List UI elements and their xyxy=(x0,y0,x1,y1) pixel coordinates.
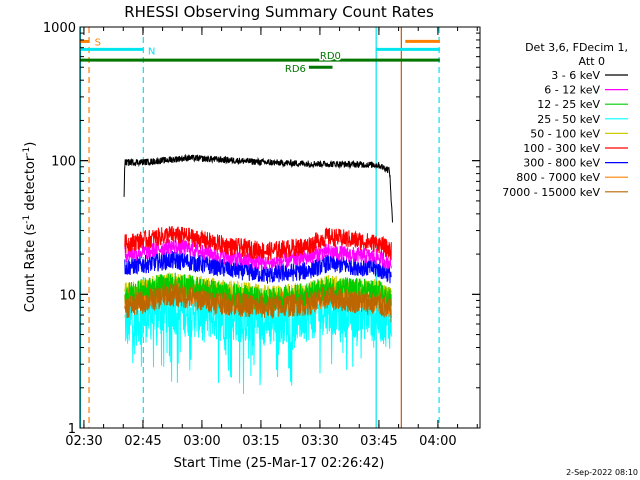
annotation-label-0: S xyxy=(95,37,101,48)
chart-title: RHESSI Observing Summary Count Rates xyxy=(124,3,434,21)
series-line-2 xyxy=(124,272,392,312)
x-tick-label-4: 03:30 xyxy=(301,434,338,449)
x-axis-label: Start Time (25-Mar-17 02:26:42) xyxy=(174,456,385,471)
x-tick-label-0: 02:30 xyxy=(65,434,102,449)
axes xyxy=(79,26,481,429)
y-tick-label-2: 100 xyxy=(51,155,76,170)
x-tick-label-5: 03:45 xyxy=(360,434,397,449)
legend-label-1: 6 - 12 keV xyxy=(544,84,600,97)
legend-header-line-1: Det 3,6, FDecim 1, xyxy=(525,41,628,54)
annotation-label-1: N xyxy=(148,46,155,57)
data-series xyxy=(123,153,393,395)
footer-timestamp: 2-Sep-2022 08:10 xyxy=(566,468,638,477)
legend-label-0: 3 - 6 keV xyxy=(551,69,600,82)
legend-label-8: 7000 - 15000 keV xyxy=(502,186,600,199)
series-line-3 xyxy=(124,281,392,395)
legend-label-6: 300 - 800 keV xyxy=(523,157,600,170)
tick-labels: 02:30 02:45 03:00 03:15 03:30 03:45 04:00 1 10 10… xyxy=(43,21,457,449)
y-tick-label-1: 10 xyxy=(59,288,76,303)
legend-label-3: 25 - 50 keV xyxy=(537,113,600,126)
legend: Det 3,6, FDecim 1,Att 03 - 6 keV 6 - 12 k… xyxy=(502,41,628,199)
x-tick-label-1: 02:45 xyxy=(124,434,161,449)
y-tick-label-0: 1 xyxy=(68,422,76,437)
legend-header-line-2: Att 0 xyxy=(579,55,605,68)
legend-label-4: 50 - 100 keV xyxy=(530,127,600,140)
annotation-label-4: RD0 xyxy=(320,51,341,62)
annotation-bars: S N RD0 RD6 xyxy=(80,37,440,75)
legend-label-5: 100 - 300 keV xyxy=(523,142,600,155)
y-tick-label-3: 1000 xyxy=(43,21,76,36)
x-tick-label-3: 03:15 xyxy=(242,434,279,449)
legend-label-2: 12 - 25 keV xyxy=(537,98,600,111)
legend-label-7: 800 - 7000 keV xyxy=(516,171,600,184)
x-tick-label-2: 03:00 xyxy=(183,434,220,449)
y-axis-label: Count Rate (s-1 detector-1) xyxy=(22,142,38,313)
x-tick-label-6: 04:00 xyxy=(419,434,456,449)
plot-frame xyxy=(79,26,481,429)
series-line-8 xyxy=(124,283,392,323)
series-line-0 xyxy=(123,153,393,223)
series-line-5 xyxy=(124,226,392,261)
annotation-label-5: RD6 xyxy=(285,64,306,75)
